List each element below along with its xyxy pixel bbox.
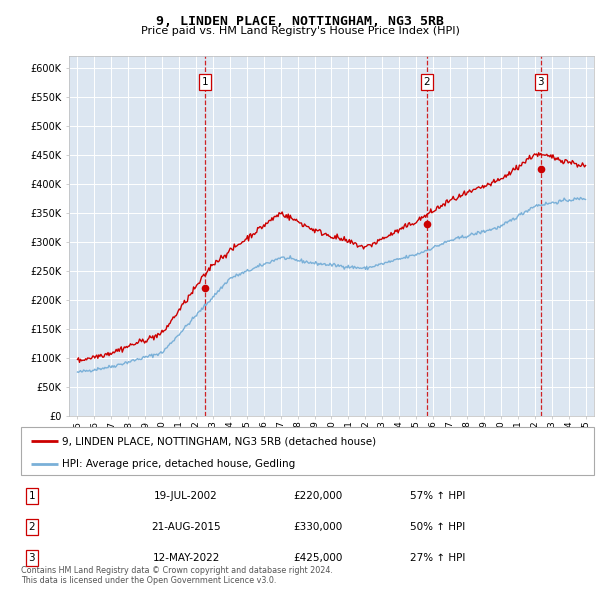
Text: 1: 1 <box>202 77 208 87</box>
Text: 2: 2 <box>28 522 35 532</box>
Text: Contains HM Land Registry data © Crown copyright and database right 2024.
This d: Contains HM Land Registry data © Crown c… <box>21 566 333 585</box>
Text: 27% ↑ HPI: 27% ↑ HPI <box>410 553 466 563</box>
Text: 9, LINDEN PLACE, NOTTINGHAM, NG3 5RB (detached house): 9, LINDEN PLACE, NOTTINGHAM, NG3 5RB (de… <box>62 436 376 446</box>
FancyBboxPatch shape <box>21 427 594 475</box>
Text: 19-JUL-2002: 19-JUL-2002 <box>154 491 218 502</box>
Text: £425,000: £425,000 <box>293 553 343 563</box>
Text: £330,000: £330,000 <box>293 522 343 532</box>
Text: 1: 1 <box>28 491 35 502</box>
Text: Price paid vs. HM Land Registry's House Price Index (HPI): Price paid vs. HM Land Registry's House … <box>140 26 460 36</box>
Text: 3: 3 <box>538 77 544 87</box>
Text: HPI: Average price, detached house, Gedling: HPI: Average price, detached house, Gedl… <box>62 459 296 469</box>
Text: 2: 2 <box>424 77 430 87</box>
Text: 9, LINDEN PLACE, NOTTINGHAM, NG3 5RB: 9, LINDEN PLACE, NOTTINGHAM, NG3 5RB <box>156 15 444 28</box>
Text: £220,000: £220,000 <box>293 491 343 502</box>
Text: 21-AUG-2015: 21-AUG-2015 <box>151 522 221 532</box>
Text: 12-MAY-2022: 12-MAY-2022 <box>152 553 220 563</box>
Text: 3: 3 <box>28 553 35 563</box>
Text: 50% ↑ HPI: 50% ↑ HPI <box>410 522 466 532</box>
Text: 57% ↑ HPI: 57% ↑ HPI <box>410 491 466 502</box>
